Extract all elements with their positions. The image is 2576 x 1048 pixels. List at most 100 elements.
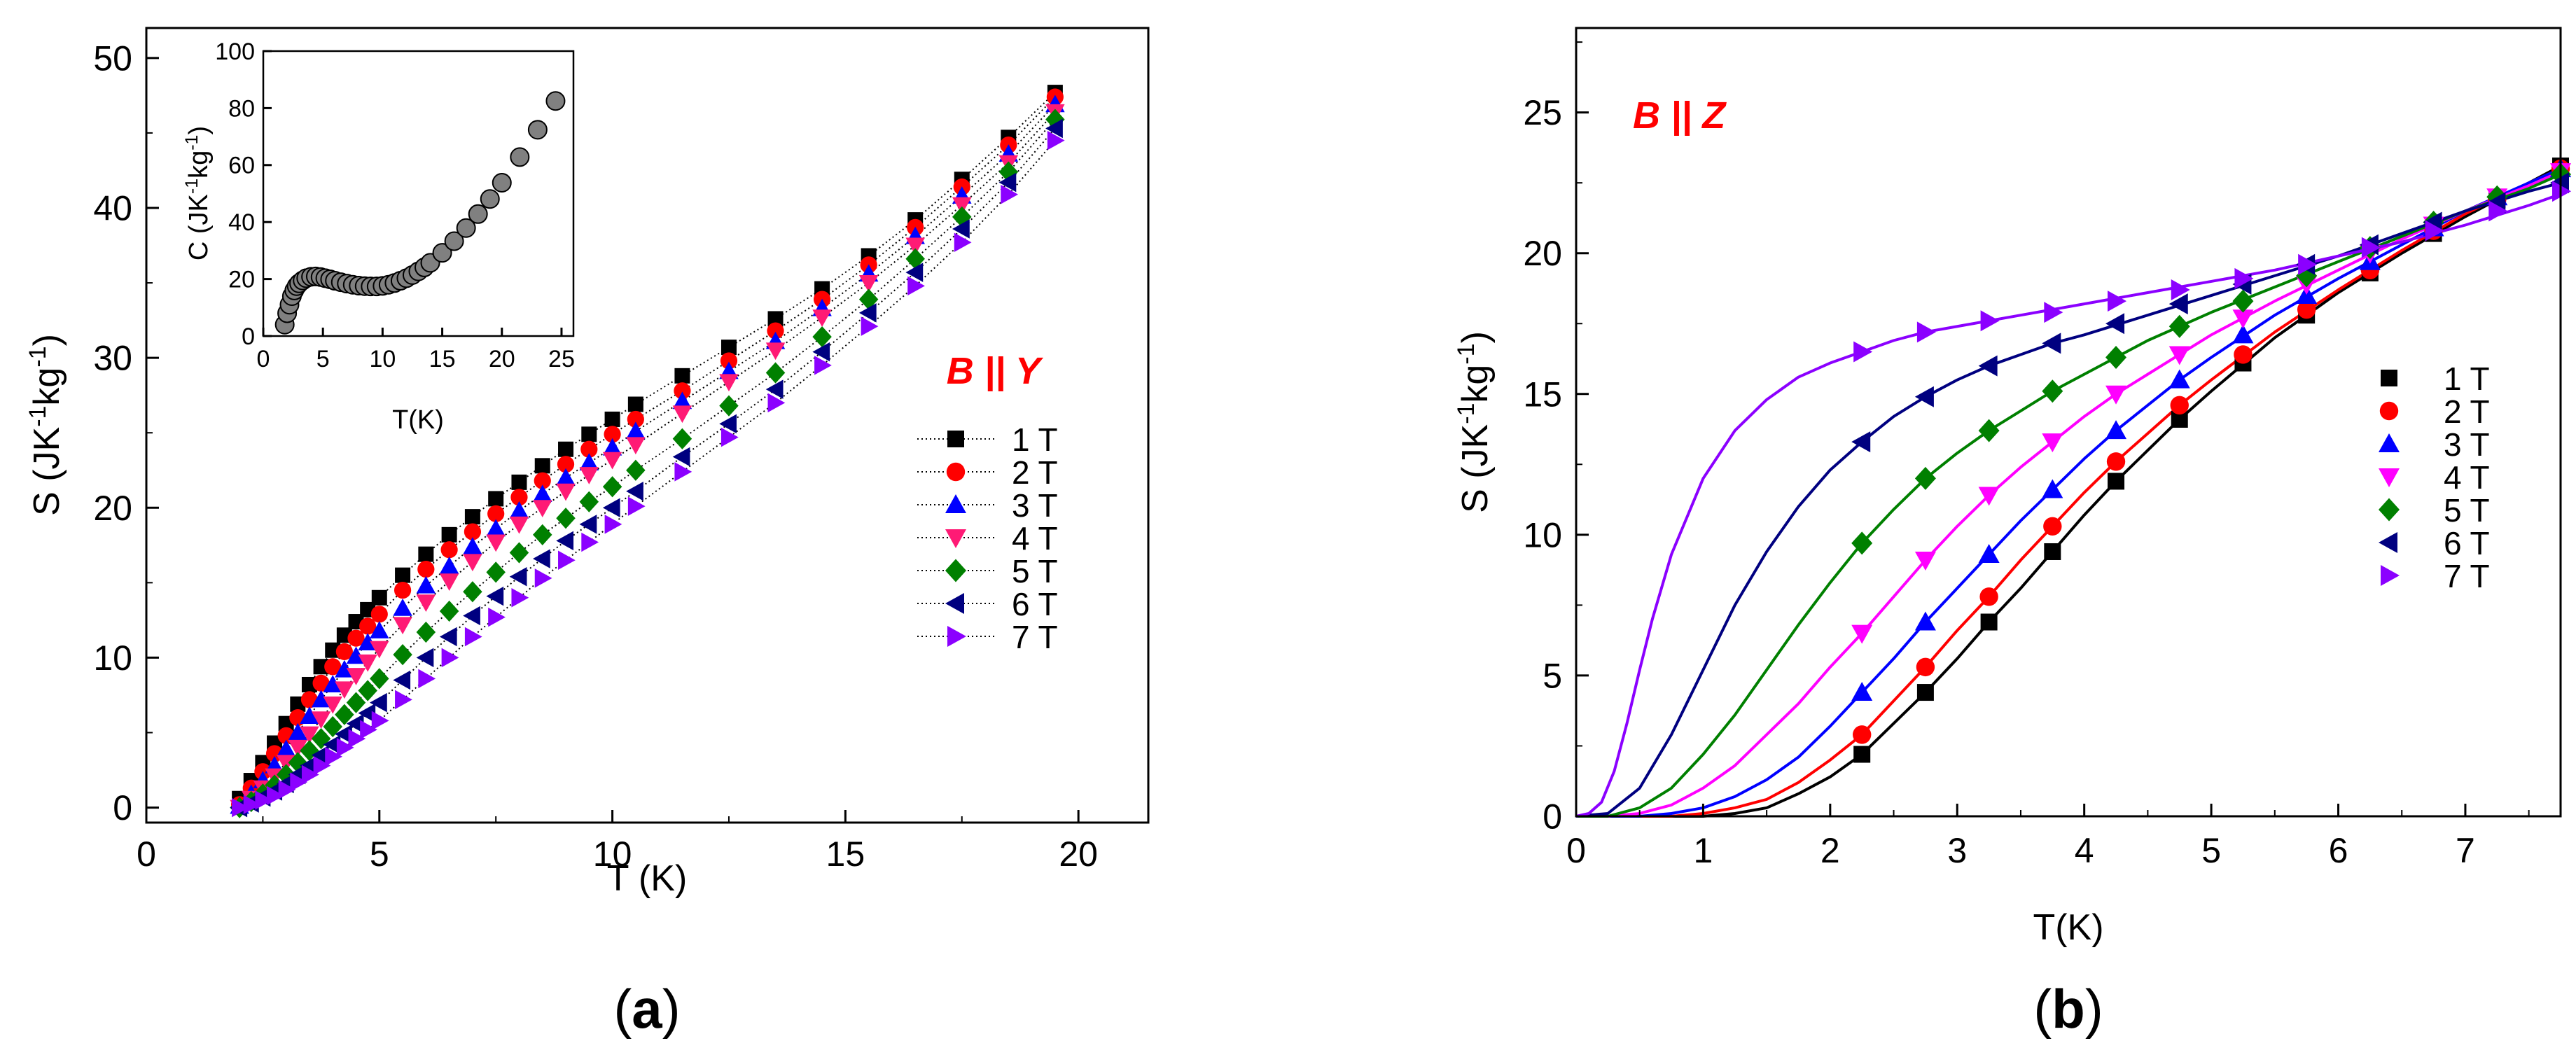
panel-a-point-6T	[952, 219, 970, 239]
inset-point	[444, 231, 464, 251]
panel-a-point-4T	[579, 467, 599, 484]
panel-b-legend: 1 T2 T3 T4 T5 T6 T7 T	[2379, 361, 2490, 594]
panel-a-point-5T	[358, 680, 377, 701]
panel-b-point-2T	[2297, 300, 2316, 319]
inset-y-tick-label: 100	[215, 39, 255, 65]
panel-b-point-3T	[2042, 479, 2063, 498]
panel-a-point-6T	[998, 172, 1017, 193]
panel-a-point-3T	[672, 391, 692, 410]
panel-a-point-4T	[335, 681, 354, 699]
panel-a-point-7T	[907, 276, 925, 296]
panel-b-point-3T	[1914, 611, 1936, 631]
panel-a-point-3T	[346, 646, 366, 664]
inset-x-tick-label: 10	[369, 346, 396, 372]
panel-b-point-1T	[2108, 473, 2125, 490]
panel-a-point-6T	[300, 755, 317, 776]
panel-a-point-6T	[509, 567, 527, 587]
panel-a-point-7T	[278, 780, 296, 799]
panel-a-point-5T	[370, 668, 389, 690]
panel-a-point-5T	[323, 715, 342, 738]
panel-b-x-tick-label: 5	[2201, 831, 2221, 870]
panel-b-curve-2T	[1576, 167, 2561, 818]
panel-a-point-7T	[243, 795, 261, 815]
inset-point	[527, 120, 548, 140]
panel-b-point-7T	[1916, 321, 1936, 343]
panel-a-legend-label-3T: 3 T	[1012, 487, 1058, 524]
panel-a-point-3T	[579, 453, 599, 471]
panel-a-point-6T	[579, 515, 597, 534]
panel-a-point-7T	[255, 790, 273, 810]
panel-a-point-7T	[558, 550, 576, 570]
panel-a-point-2T	[604, 426, 621, 443]
panel-a-point-5T	[905, 248, 925, 270]
panel-a-point-2T	[580, 440, 598, 458]
panel-b-legend-label-5T: 5 T	[2444, 492, 2490, 529]
panel-a-point-7T	[861, 316, 879, 336]
panel-a-point-6T	[311, 745, 329, 765]
panel-b-point-1T	[1916, 684, 1934, 701]
panel-a-point-4T	[311, 711, 331, 729]
inset-point	[468, 204, 488, 224]
panel-b-point-7T	[2488, 200, 2508, 222]
panel-a-point-2T	[557, 456, 575, 473]
panel-a-point-2T	[464, 523, 482, 540]
panel-a-legend-label-6T: 6 T	[1012, 586, 1058, 622]
panel-a-point-5T	[812, 326, 832, 348]
inset-x-tick-label: 0	[257, 346, 270, 372]
inset-y-tick-label: 20	[228, 267, 255, 293]
panel-b-point-6T	[2168, 293, 2188, 315]
panel-a-point-3T	[335, 659, 354, 678]
panel-a-point-2T	[720, 352, 738, 370]
panel-b-legend-marker-6T	[2379, 532, 2397, 553]
panel-a-point-5T	[463, 581, 482, 603]
panel-a-point-7T	[581, 532, 599, 552]
panel-a-point-3T	[323, 675, 342, 692]
panel-a-point-3T	[602, 438, 622, 456]
panel-b-x-axis-label: T(K)	[2033, 907, 2103, 948]
inset-y-axis-label: C (JK-1kg-1)	[182, 126, 214, 260]
panel-a-point-5T	[532, 524, 552, 545]
panel-a-point-4T	[486, 534, 506, 552]
panel-b-y-tick-label: 15	[1523, 375, 1562, 414]
panel-a-point-3T	[463, 537, 482, 554]
inset-x-axis-label: T(K)	[392, 405, 444, 435]
panel-a-point-3T	[393, 599, 412, 616]
panel-a-point-4T	[370, 641, 389, 659]
panel-a-legend-marker-6T	[945, 593, 964, 614]
panel-b-x-tick-label: 4	[2075, 831, 2094, 870]
panel-a-point-7T	[371, 711, 389, 731]
panel-a-y-tick-label: 50	[93, 39, 132, 78]
panel-b-point-4T	[1914, 552, 1936, 571]
inset-y-tick-label: 80	[228, 95, 255, 122]
panel-a-point-6T	[439, 627, 457, 647]
panel-a-point-5T	[439, 600, 459, 622]
panel-b-point-6T	[1914, 386, 1934, 407]
panel-b-point-2T	[1979, 587, 1998, 606]
panel-a-point-7T	[290, 772, 308, 792]
inset-point	[456, 218, 476, 238]
panel-a-point-6T	[323, 734, 341, 755]
panel-a-y-tick-label: 40	[93, 188, 132, 228]
panel-a-point-6T	[346, 713, 364, 734]
panel-a-point-4T	[556, 483, 576, 501]
panel-a-point-7T	[720, 427, 739, 447]
panel-b-y-tick-label: 0	[1543, 797, 1562, 837]
panel-b-y-tick-label: 5	[1543, 656, 1562, 695]
panel-b-curve-3T	[1576, 167, 2561, 818]
panel-a-point-3T	[276, 739, 296, 757]
panel-a-point-2T	[370, 606, 388, 623]
panel-b-point-5T	[2105, 346, 2127, 370]
panel-b-legend-marker-2T	[2379, 401, 2399, 421]
panel-a-legend-marker-2T	[946, 462, 966, 482]
panel-a-point-5T	[579, 491, 599, 512]
panel-a-point-4T	[300, 726, 319, 744]
panel-a-point-5T	[416, 621, 436, 643]
panel-b-point-2T	[1852, 725, 1872, 744]
panel-a-point-2T	[534, 472, 551, 489]
panel-a-point-2T	[767, 322, 784, 340]
panel-a-legend: 1 T2 T3 T4 T5 T6 T7 T	[917, 421, 1058, 655]
panel-a-point-4T	[509, 516, 529, 534]
panel-a-point-6T	[812, 342, 830, 362]
panel-a-y-tick-label: 0	[113, 788, 132, 827]
